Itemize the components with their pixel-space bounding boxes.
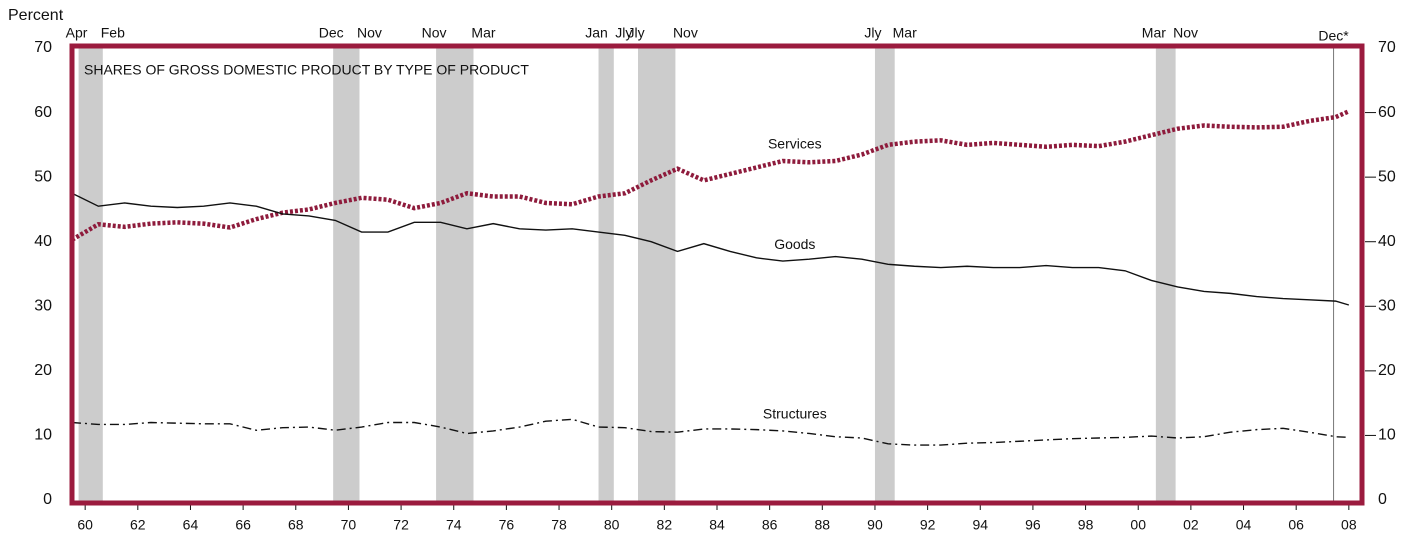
recession-start-label: Dec xyxy=(319,25,344,41)
series-line xyxy=(71,192,1350,306)
y-tick-label: 40 xyxy=(34,233,52,250)
y2-tick-label: 30 xyxy=(1378,298,1396,315)
x-tick-label: 02 xyxy=(1183,517,1199,533)
x-tick-label: 60 xyxy=(77,517,93,533)
recession-band xyxy=(874,48,895,503)
x-tick-label: 62 xyxy=(130,517,146,533)
series-label: Goods xyxy=(774,236,815,252)
x-tick-label: 00 xyxy=(1130,517,1146,533)
y-tick-label: 30 xyxy=(34,298,52,315)
recession-start-label: Dec* xyxy=(1318,28,1349,44)
y-tick-label: 0 xyxy=(43,491,52,508)
x-tick-label: 98 xyxy=(1078,517,1094,533)
y-tick-label: 10 xyxy=(34,427,52,444)
x-tick-label: 70 xyxy=(341,517,357,533)
y-tick-label: 60 xyxy=(34,104,52,121)
x-tick-label: 76 xyxy=(499,517,515,533)
recession-start-label: Jly xyxy=(864,25,881,41)
recession-band xyxy=(638,48,676,503)
x-tick-label: 04 xyxy=(1236,517,1252,533)
recession-start-label: Jly xyxy=(627,25,644,41)
series-line xyxy=(71,418,1349,446)
y2-tick-label: 50 xyxy=(1378,168,1396,185)
recession-band xyxy=(1155,48,1176,503)
x-tick-label: 66 xyxy=(235,517,251,533)
x-tick-label: 96 xyxy=(1025,517,1041,533)
x-tick-label: 68 xyxy=(288,517,304,533)
x-tick-label: 08 xyxy=(1341,517,1357,533)
recession-band xyxy=(78,48,103,503)
x-tick-label: 88 xyxy=(815,517,831,533)
y-tick-label: 20 xyxy=(34,362,52,379)
y-tick-label: 50 xyxy=(34,168,52,185)
x-tick-label: 80 xyxy=(604,517,620,533)
y2-tick-label: 0 xyxy=(1378,491,1387,508)
recession-end-label: Nov xyxy=(673,25,698,41)
y2-tick-label: 40 xyxy=(1378,233,1396,250)
x-tick-label: 82 xyxy=(657,517,673,533)
recession-end-label: Nov xyxy=(357,25,382,41)
recession-start-label: Apr xyxy=(66,25,88,41)
recession-start-label: Mar xyxy=(1142,25,1166,41)
recession-start-label: Nov xyxy=(422,25,447,41)
y2-tick-label: 70 xyxy=(1378,39,1396,56)
x-tick-label: 84 xyxy=(709,517,725,533)
x-tick-label: 78 xyxy=(551,517,567,533)
x-tick-label: 72 xyxy=(393,517,409,533)
recession-band xyxy=(333,48,360,503)
x-tick-label: 94 xyxy=(972,517,988,533)
y2-tick-label: 10 xyxy=(1378,427,1396,444)
y2-tick-label: 20 xyxy=(1378,362,1396,379)
recession-band xyxy=(598,48,614,503)
series-label: Structures xyxy=(763,406,827,422)
x-tick-label: 74 xyxy=(446,517,462,533)
chart-title: SHARES OF GROSS DOMESTIC PRODUCT BY TYPE… xyxy=(84,62,529,78)
series-line xyxy=(70,109,1350,242)
x-tick-label: 90 xyxy=(867,517,883,533)
recession-end-label: Mar xyxy=(893,25,917,41)
recession-end-label: Jly xyxy=(615,25,632,41)
x-tick-label: 92 xyxy=(920,517,936,533)
series-label: Services xyxy=(768,136,822,152)
recession-start-label: Jan xyxy=(585,25,608,41)
y-tick-label: 70 xyxy=(34,39,52,56)
x-tick-label: 64 xyxy=(183,517,199,533)
x-tick-label: 06 xyxy=(1288,517,1304,533)
y-axis-label: Percent xyxy=(8,7,64,24)
recession-band xyxy=(436,48,474,503)
plot-frame xyxy=(69,43,1365,506)
recession-end-label: Mar xyxy=(471,25,495,41)
recession-end-label: Nov xyxy=(1173,25,1198,41)
y2-tick-label: 60 xyxy=(1378,104,1396,121)
recession-end-label: Feb xyxy=(101,25,125,41)
x-tick-label: 86 xyxy=(762,517,778,533)
